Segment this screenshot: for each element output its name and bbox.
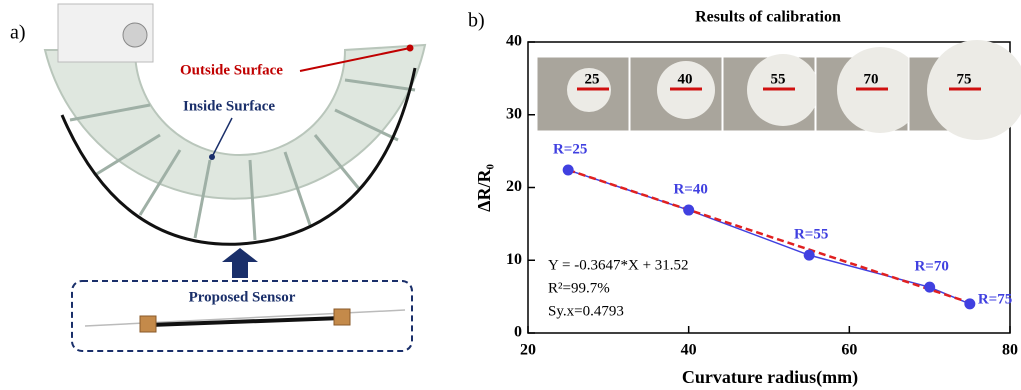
inset-label: 25 bbox=[585, 71, 600, 87]
outside-label: Outside Surface bbox=[180, 62, 283, 78]
panel-label: a) bbox=[10, 22, 26, 44]
x-tick-label: 40 bbox=[681, 342, 697, 359]
point-label: R=25 bbox=[553, 141, 587, 157]
y-tick-label: 0 bbox=[514, 324, 522, 341]
inset-label: 55 bbox=[771, 71, 786, 87]
fit-annotation: R²=99.7% bbox=[548, 280, 610, 296]
point-label: R=70 bbox=[914, 259, 948, 275]
inset-label: 70 bbox=[864, 71, 879, 87]
fit-annotation: Sy.x=0.4793 bbox=[548, 303, 624, 319]
point-label: R=55 bbox=[794, 227, 828, 243]
data-point bbox=[964, 298, 975, 309]
data-point bbox=[563, 165, 574, 176]
point-label: R=40 bbox=[673, 181, 707, 197]
point-label: R=75 bbox=[978, 291, 1012, 307]
x-axis-title: Curvature radius(mm) bbox=[682, 367, 858, 388]
chart-title: Results of calibration bbox=[695, 9, 841, 26]
data-point bbox=[924, 282, 935, 293]
inset-label: 75 bbox=[957, 71, 972, 87]
data-point bbox=[804, 250, 815, 261]
data-point bbox=[683, 205, 694, 216]
y-tick-label: 30 bbox=[506, 105, 522, 122]
x-tick-label: 60 bbox=[841, 342, 857, 359]
figure: a) Outside Surface Inside Surface Propos… bbox=[0, 0, 1021, 390]
x-tick-label: 80 bbox=[1002, 342, 1018, 359]
y-tick-label: 40 bbox=[506, 33, 522, 50]
panel-label: b) bbox=[468, 10, 485, 32]
y-tick-label: 20 bbox=[506, 178, 522, 195]
sensor-label: Proposed Sensor bbox=[189, 289, 296, 305]
fit-annotation: Y = -0.3647*X + 31.52 bbox=[548, 257, 689, 273]
y-axis-title: ΔR/R₀ bbox=[474, 164, 494, 212]
inside-label: Inside Surface bbox=[183, 98, 275, 114]
x-tick-label: 20 bbox=[520, 342, 536, 359]
inset-label: 40 bbox=[678, 71, 693, 87]
y-tick-label: 10 bbox=[506, 251, 522, 268]
